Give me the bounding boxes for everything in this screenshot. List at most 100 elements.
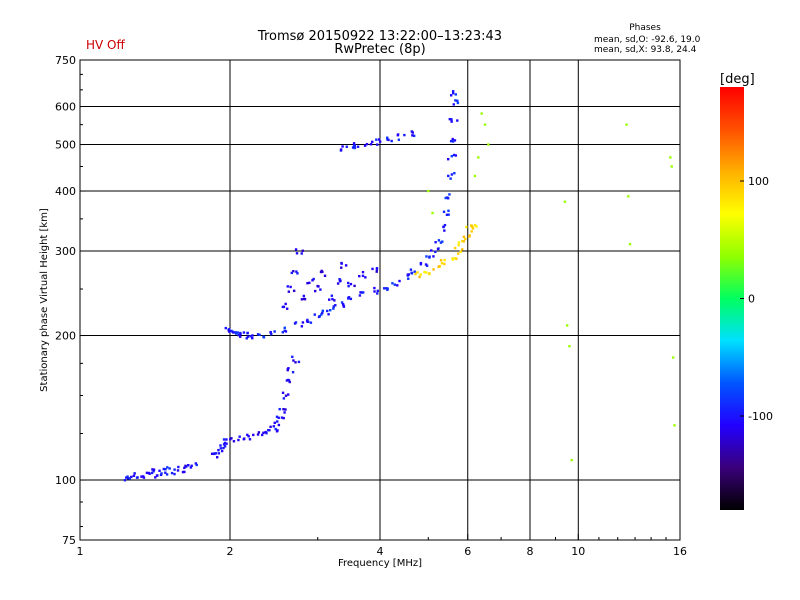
data-point	[128, 477, 132, 480]
x-tick-label: 10	[571, 545, 585, 558]
data-point	[330, 294, 334, 297]
data-point	[425, 264, 429, 267]
data-point	[403, 133, 406, 137]
data-point	[212, 452, 216, 455]
data-point	[430, 249, 433, 252]
stats-o-line: mean, sd,O: -92.6, 19.0	[594, 35, 701, 45]
data-point	[326, 309, 329, 313]
y-tick-label: 100	[55, 474, 76, 487]
data-point	[282, 416, 285, 420]
data-point	[461, 240, 464, 243]
data-point	[276, 420, 279, 423]
colorbar-tick-label: 100	[748, 175, 769, 188]
data-point	[339, 148, 343, 151]
colorbar-tick-label: -100	[748, 410, 773, 423]
data-point	[294, 248, 298, 251]
colorbar: [deg] 100 0 -100	[720, 72, 773, 510]
data-point	[446, 197, 450, 200]
y-tick-label: 75	[62, 534, 76, 547]
data-point	[333, 299, 336, 302]
data-point	[318, 314, 322, 318]
data-point	[449, 94, 453, 97]
data-point	[409, 268, 413, 271]
data-point	[264, 430, 267, 434]
data-point	[361, 270, 365, 274]
data-point	[397, 138, 401, 141]
data-point	[398, 279, 401, 283]
data-point	[410, 272, 414, 275]
data-point	[222, 438, 226, 441]
data-point	[454, 257, 457, 260]
data-point	[158, 469, 161, 472]
data-point	[246, 335, 250, 338]
data-point	[246, 433, 249, 437]
data-point	[457, 252, 460, 255]
data-point	[256, 333, 260, 336]
data-point	[452, 153, 456, 157]
data-point	[338, 277, 341, 281]
data-point	[248, 438, 252, 441]
data-point	[449, 139, 453, 143]
data-point	[363, 144, 367, 147]
data-point	[302, 294, 306, 298]
data-point	[375, 270, 378, 273]
data-point	[133, 472, 136, 475]
data-point	[452, 103, 455, 106]
data-point	[152, 470, 155, 473]
data-point	[291, 355, 294, 359]
data-point	[462, 240, 466, 243]
data-point	[262, 431, 265, 435]
data-point	[332, 305, 335, 308]
data-point	[625, 123, 628, 126]
data-point	[443, 229, 446, 232]
data-point	[290, 271, 293, 275]
data-point	[390, 139, 393, 143]
data-point	[252, 433, 255, 437]
data-point	[301, 321, 305, 324]
data-point	[277, 423, 281, 427]
data-point	[300, 252, 303, 255]
x-axis-ticks: 1 2 4 6 8 10 16	[77, 534, 687, 558]
data-point	[457, 241, 461, 244]
data-point	[450, 118, 453, 121]
data-point	[457, 243, 460, 247]
data-point	[232, 440, 236, 443]
data-point	[450, 173, 454, 176]
data-point	[292, 289, 296, 293]
data-point	[451, 137, 454, 141]
data-point	[376, 143, 379, 146]
data-point	[220, 449, 224, 453]
data-point	[386, 288, 389, 291]
data-point	[301, 249, 304, 252]
data-point	[358, 274, 361, 278]
x-tick-label: 8	[527, 545, 534, 558]
data-point	[166, 466, 169, 469]
data-point	[284, 394, 288, 397]
data-point	[190, 464, 193, 467]
data-point	[215, 456, 219, 459]
data-point	[284, 408, 287, 411]
data-point	[123, 479, 127, 482]
data-points	[123, 90, 676, 482]
data-point	[168, 467, 171, 470]
data-point	[428, 256, 431, 259]
data-point	[449, 177, 452, 180]
data-point	[438, 264, 441, 268]
colorbar-ticks: 100 0 -100	[740, 175, 773, 423]
data-point	[353, 146, 356, 150]
data-point	[238, 435, 241, 438]
data-point	[456, 101, 460, 105]
data-point	[164, 468, 167, 471]
data-point	[281, 391, 285, 395]
data-point	[232, 331, 235, 334]
data-point	[282, 407, 285, 411]
data-point	[151, 468, 154, 471]
data-point	[275, 415, 279, 419]
data-point	[425, 255, 428, 258]
data-point	[283, 411, 286, 414]
data-point	[177, 465, 180, 469]
data-point	[340, 262, 343, 265]
data-point	[418, 275, 421, 279]
data-point	[454, 99, 457, 102]
data-point	[285, 379, 289, 382]
